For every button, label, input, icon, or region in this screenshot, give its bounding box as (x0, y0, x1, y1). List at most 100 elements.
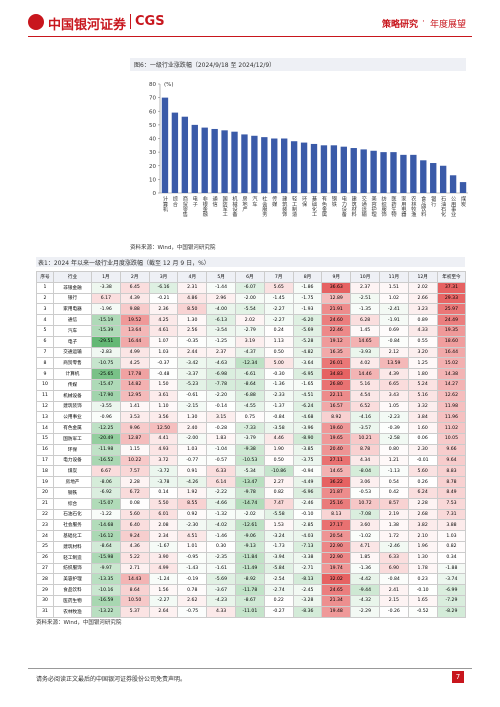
cell: -5.84 (263, 562, 294, 575)
cell: -8.92 (234, 573, 265, 586)
cell: 12.87 (119, 432, 150, 445)
logo: 中国银河证券 (48, 18, 127, 33)
cell: -5.28 (292, 335, 323, 348)
cell: 1.53 (263, 519, 294, 532)
cell: 1.30 (407, 551, 438, 564)
cell: 7.31 (436, 508, 467, 521)
cell: 2.66 (407, 292, 438, 305)
cell: 36.22 (321, 476, 352, 488)
cell: -0.27 (263, 605, 294, 618)
row-label: 17 (36, 454, 54, 467)
table-row: 31 农林牧渔 -13.22 5.37 2.64 -0.75 4.33 -11.01 -0.27… (36, 605, 467, 618)
cell: 2.31 (177, 281, 208, 294)
cell: 10.72 (350, 497, 380, 510)
x-tick-label: 商贸零售 (181, 195, 187, 219)
row-label: 纺织服饰 (53, 562, 92, 575)
cell: 0.23 (407, 573, 438, 586)
cell: -8.36 (292, 605, 323, 618)
cell: -8.04 (350, 465, 380, 478)
table-row: 5 汽车 -15.39 13.64 4.61 2.56 -3.54 -2.79 0.24 -5.6… (36, 324, 467, 337)
y-tick-label: 40 (149, 137, 156, 143)
header-row: 序号 行业 1月 2月 3月 4月 5月 6月 7月 8月 9月 10月 11月 12月 年初至今 (36, 271, 467, 283)
cell: 8.50 (177, 303, 208, 316)
cell: 3.19 (234, 335, 265, 348)
cell: -1.73 (263, 540, 294, 553)
row-label: 银行 (53, 292, 92, 305)
cell: 3.06 (350, 476, 380, 488)
bar (171, 112, 179, 193)
table-row: 28 美容护理 -13.35 14.43 -1.24 -0.19 -5.69 -8.92 -2.… (36, 573, 467, 586)
x-tick-label: 建筑材料 (350, 195, 356, 219)
cell: 2.44 (177, 346, 208, 359)
cell: 9.64 (436, 454, 467, 467)
x-tick-label: 钢铁 (331, 195, 337, 208)
cell: 1.30 (177, 411, 208, 424)
cell: -1.24 (148, 573, 179, 586)
cell: 6.45 (119, 281, 150, 294)
cell: 22.11 (321, 389, 352, 402)
x-tick-label: 农林牧渔 (410, 195, 416, 219)
x-tick-label: 国防军工 (222, 196, 228, 218)
cell: 3.43 (378, 389, 409, 402)
cell: 3.32 (407, 400, 438, 413)
cell: -15.98 (91, 551, 121, 564)
page-number: 7 (452, 671, 464, 683)
cell: -3.55 (91, 400, 121, 413)
cell: 19.60 (321, 422, 352, 434)
cell: 0.14 (148, 486, 179, 499)
y-tick-label: 10 (149, 177, 156, 183)
row-label: 27 (36, 562, 54, 575)
cell: -4.16 (350, 411, 380, 424)
cell: 10.05 (436, 432, 467, 445)
cell: -16.52 (91, 454, 121, 467)
column-header: 5月 (206, 271, 236, 283)
cell: -2.54 (263, 573, 294, 586)
row-label: 计算机 (53, 368, 92, 380)
cell: -1.61 (206, 562, 236, 575)
cell: 2.02 (234, 314, 265, 326)
row-label: 7 (36, 346, 54, 359)
cell: 6.01 (148, 508, 179, 521)
cell: 1.01 (177, 540, 208, 553)
cell: -2.30 (177, 519, 208, 532)
cell: -4.03 (292, 530, 323, 542)
cell: 2.36 (148, 303, 179, 316)
cell: -5.69 (292, 324, 323, 337)
cell: -2.74 (263, 584, 294, 596)
bar (459, 182, 467, 193)
table-row: 4 通信 -15.19 19.52 4.25 1.30 -6.13 2.02 -2.27 -6.2… (36, 314, 467, 326)
cell: 6.28 (350, 314, 380, 326)
column-header: 6月 (234, 271, 265, 283)
x-tick-label: 轻工制造 (291, 195, 297, 219)
row-label: 商贸零售 (53, 357, 92, 370)
cell: 1.13 (263, 335, 294, 348)
cell: 14.65 (321, 465, 352, 478)
cell: -3.79 (234, 432, 265, 445)
table-row: 26 轻工制造 -15.98 5.22 3.90 -0.95 -2.35 -11.84 -3.9… (36, 551, 467, 564)
cell: 1.96 (407, 540, 438, 553)
row-label: 机械设备 (53, 389, 92, 402)
cell: 1.03 (177, 443, 208, 456)
table-row: 8 商贸零售 -10.75 4.25 -0.37 -3.42 -4.63 -12.34 5.00… (36, 357, 467, 370)
cell: -15.19 (91, 314, 121, 326)
bar (211, 128, 218, 193)
cell: -2.45 (292, 584, 323, 596)
separator: · (422, 17, 425, 27)
cell: -8.29 (436, 605, 467, 618)
row-label: 5 (36, 324, 54, 337)
cell: 12.50 (148, 422, 179, 434)
cell: -17.90 (91, 389, 121, 402)
cell: -2.23 (378, 411, 409, 424)
cell: 5.16 (350, 378, 380, 391)
cell: 6.40 (119, 519, 150, 532)
row-label: 电子 (53, 335, 92, 348)
cell: 0.82 (436, 540, 467, 553)
cell: -10.16 (91, 584, 121, 596)
table-row: 18 煤炭 6.67 7.57 -3.72 0.91 6.33 -5.34 -10.86 -0.9… (36, 465, 467, 478)
cell: 8.83 (436, 465, 467, 478)
cell: 0.30 (206, 540, 236, 553)
cell: -1.44 (206, 281, 236, 294)
cell: -6.24 (292, 400, 323, 413)
row-label: 轻工制造 (53, 551, 92, 564)
cell: 7.53 (436, 497, 467, 510)
